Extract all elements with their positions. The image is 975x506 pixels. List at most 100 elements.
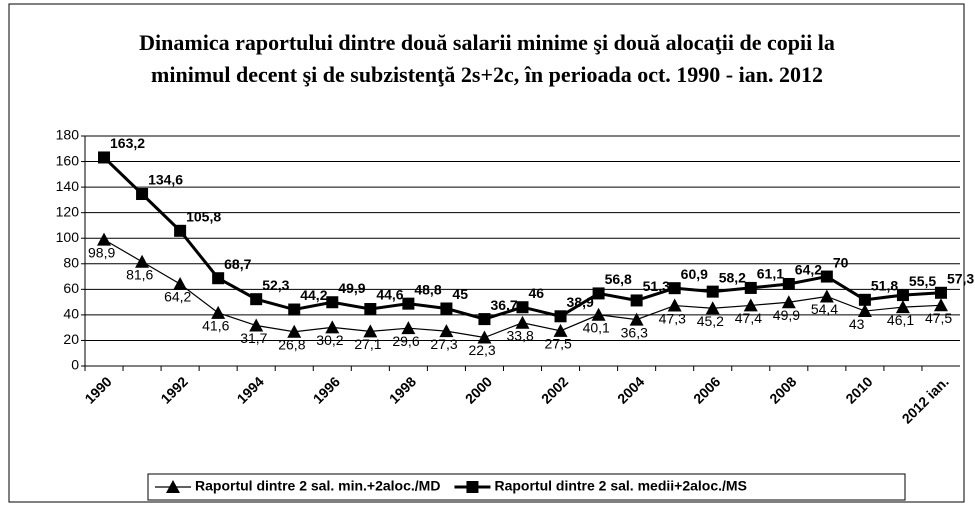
data-label: 54,4: [811, 301, 838, 317]
data-point: [554, 310, 567, 323]
data-point: [211, 305, 226, 319]
data-label: 22,3: [468, 342, 495, 358]
chart-frame: [8, 3, 965, 503]
data-point: [553, 323, 568, 337]
data-point: [466, 481, 479, 493]
data-label: 47,4: [735, 310, 762, 326]
data-label: 47,5: [925, 310, 952, 326]
data-label: 58,2: [719, 269, 746, 285]
data-point: [135, 254, 150, 268]
data-point: [212, 272, 225, 285]
y-tick-label: 20: [63, 331, 79, 347]
data-label: 60,9: [681, 266, 708, 282]
data-label: 55,5: [909, 273, 936, 289]
data-label: 51,3: [643, 278, 670, 294]
data-point: [477, 330, 492, 344]
data-label: 163,2: [110, 135, 145, 151]
data-point: [516, 301, 529, 314]
data-point: [288, 303, 301, 316]
data-point: [250, 293, 263, 306]
data-label: 49,9: [338, 280, 365, 296]
data-label: 49,9: [773, 307, 800, 323]
data-point: [591, 307, 606, 321]
data-label: 45: [452, 286, 468, 302]
y-tick-label: 120: [56, 203, 80, 219]
data-label: 105,8: [186, 209, 221, 225]
legend-label: Raportul dintre 2 sal. min.+2aloc./MD: [195, 478, 440, 494]
y-tick-label: 80: [63, 254, 79, 270]
data-point: [326, 296, 339, 309]
data-label: 51,8: [871, 278, 898, 294]
data-label: 27,5: [545, 336, 572, 352]
chart-title: Dinamica raportului dintre două salarii …: [139, 30, 835, 55]
data-label: 61,1: [757, 266, 784, 282]
data-label: 52,3: [262, 277, 289, 293]
data-label: 27,1: [354, 336, 381, 352]
legend-label: Raportul dintre 2 sal. medii+2aloc./MS: [494, 478, 746, 494]
data-label: 27,3: [430, 336, 457, 352]
data-point: [896, 289, 909, 302]
data-point: [363, 324, 378, 338]
data-point: [858, 293, 871, 306]
data-label: 44,2: [300, 287, 327, 303]
data-label: 43: [849, 316, 865, 332]
data-label: 64,2: [795, 262, 822, 278]
y-tick-label: 40: [63, 306, 79, 322]
data-label: 44,6: [376, 287, 403, 303]
data-label: 134,6: [148, 172, 183, 188]
data-label: 47,3: [659, 310, 686, 326]
data-point: [136, 188, 149, 201]
data-point: [97, 232, 112, 246]
y-tick-label: 100: [56, 229, 80, 245]
data-point: [478, 313, 491, 326]
y-tick-label: 0: [71, 357, 79, 373]
data-point: [287, 324, 302, 338]
y-tick-label: 60: [63, 280, 79, 296]
y-tick-label: 160: [56, 152, 80, 168]
data-point: [173, 276, 188, 290]
data-point: [630, 294, 643, 307]
data-label: 70: [833, 254, 849, 270]
data-point: [401, 321, 416, 335]
data-label: 41,6: [202, 318, 229, 334]
data-point: [895, 300, 910, 314]
data-point: [857, 304, 872, 318]
data-point: [667, 298, 682, 312]
data-label: 45,2: [697, 313, 724, 329]
data-point: [174, 224, 187, 237]
y-tick-label: 180: [56, 127, 80, 143]
data-label: 40,1: [583, 319, 610, 335]
data-point: [98, 151, 111, 164]
data-point: [249, 318, 264, 332]
data-label: 36,7: [490, 297, 517, 313]
data-point: [166, 480, 180, 493]
data-point: [933, 298, 948, 312]
data-point: [781, 295, 796, 309]
data-point: [325, 320, 340, 334]
data-label: 68,7: [224, 256, 251, 272]
data-label: 30,2: [316, 332, 343, 348]
data-point: [364, 303, 377, 316]
data-label: 33,8: [507, 328, 534, 344]
data-point: [439, 324, 454, 338]
data-point: [440, 302, 453, 315]
data-point: [743, 298, 758, 312]
data-point: [668, 282, 681, 295]
data-label: 57,3: [947, 270, 974, 286]
data-point: [402, 297, 415, 310]
data-point: [934, 286, 947, 299]
data-point: [819, 289, 834, 303]
data-label: 98,9: [88, 244, 115, 260]
data-label: 36,3: [621, 324, 648, 340]
data-label: 81,6: [126, 266, 153, 282]
data-label: 38,9: [567, 294, 594, 310]
data-point: [782, 277, 795, 290]
chart-title: minimul decent şi de subzistenţă 2s+2c, …: [151, 62, 823, 87]
data-label: 31,7: [240, 330, 267, 346]
legend-box: [147, 473, 906, 501]
data-point: [515, 315, 530, 329]
data-point: [820, 270, 833, 283]
data-point: [706, 285, 719, 298]
